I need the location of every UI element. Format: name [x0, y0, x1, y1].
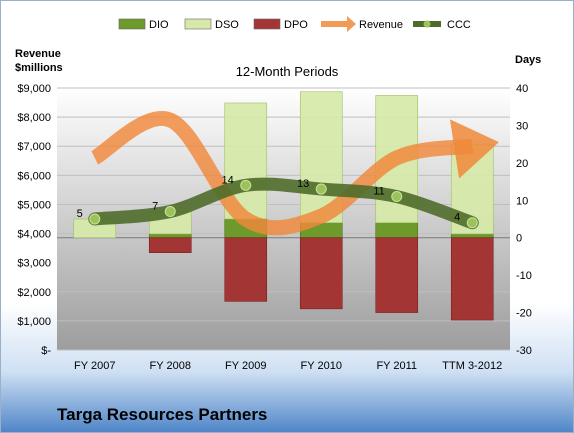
gridlines	[57, 87, 510, 351]
left-tick-label: $5,000	[17, 199, 51, 211]
x-tick-label: FY 2008	[150, 360, 191, 372]
legend: DIO DSO DPO Revenue CCC	[118, 16, 471, 32]
right-tick-label: -10	[516, 270, 532, 282]
bar-dio	[148, 233, 192, 239]
bar-dpo	[375, 237, 419, 313]
left-tick-label: $6,000	[17, 170, 51, 182]
left-axis-title-line2: $millions	[15, 62, 63, 74]
right-tick-label: 20	[516, 158, 528, 170]
right-tick-label: -20	[516, 308, 532, 320]
right-tick-label: -30	[516, 345, 532, 357]
left-tick-label: $1,000	[17, 316, 51, 328]
ccc-data-label: 13	[297, 178, 309, 190]
left-tick-label: $-	[41, 345, 51, 357]
ccc-line	[88, 177, 479, 230]
legend-swatch	[118, 18, 146, 30]
left-tick-label: $4,000	[17, 229, 51, 241]
right-tick-label: 40	[516, 83, 528, 95]
left-tick-label: $3,000	[17, 258, 51, 270]
x-tick-label: FY 2009	[225, 360, 266, 372]
bar-dio	[450, 233, 494, 239]
legend-swatch	[423, 20, 431, 28]
lines: 5 7 14 13 11 4	[77, 110, 499, 236]
bar-dpo	[224, 237, 268, 302]
legend-swatch	[321, 16, 356, 32]
right-tick-label: 0	[516, 233, 522, 245]
chart-title: 12-Month Periods	[236, 64, 339, 79]
ccc-marker	[391, 191, 403, 203]
legend-swatch	[253, 18, 281, 30]
ccc-marker	[240, 179, 252, 191]
ccc-data-label: 11	[373, 186, 384, 198]
ccc-marker	[315, 183, 327, 195]
ccc-data-label: 5	[77, 208, 83, 220]
right-tick-label: 30	[516, 120, 528, 132]
bar-dpo	[299, 237, 343, 310]
legend-label: DPO	[284, 19, 308, 31]
left-tick-label: $8,000	[17, 112, 51, 124]
bar-dpo	[148, 237, 192, 253]
left-axis-title-line1: Revenue	[15, 48, 61, 60]
bar-dpo	[450, 237, 494, 321]
legend-label: CCC	[447, 19, 471, 31]
left-tick-label: $9,000	[17, 83, 51, 95]
ccc-data-label: 7	[152, 201, 158, 213]
legend-label: DSO	[215, 19, 239, 31]
legend-swatch	[184, 18, 212, 30]
right-tick-label: 10	[516, 195, 528, 207]
left-tick-label: $7,000	[17, 141, 51, 153]
bar-dio	[375, 222, 419, 239]
ccc-marker	[164, 206, 176, 218]
x-tick-label: FY 2011	[376, 360, 417, 372]
company-name: Targa Resources Partners	[57, 405, 268, 424]
right-axis-title: Days	[515, 54, 541, 66]
left-tick-label: $2,000	[17, 287, 51, 299]
tick-labels: $- $1,000 $2,000 $3,000 $4,000 $5,000 $6,000 $7…	[17, 83, 532, 372]
ccc-marker	[89, 213, 101, 225]
legend-label: DIO	[149, 19, 169, 31]
ccc-data-label: 14	[222, 174, 234, 186]
ccc-data-label: 4	[454, 212, 460, 224]
ccc-marker	[466, 217, 478, 229]
x-tick-label: FY 2010	[301, 360, 342, 372]
x-tick-label: TTM 3-2012	[442, 360, 502, 372]
revenue-line	[90, 110, 499, 236]
legend-label: Revenue	[359, 19, 403, 31]
x-tick-label: FY 2007	[74, 360, 115, 372]
